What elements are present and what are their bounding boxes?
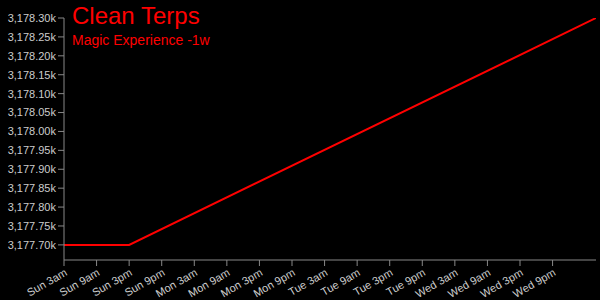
html-text:Magic Experience -1w: Magic Experience -1w bbox=[72, 32, 210, 48]
svg-text:Tue 9pm: Tue 9pm bbox=[383, 266, 428, 298]
svg-text:3,177.80k: 3,177.80k bbox=[8, 201, 56, 213]
svg-text:Tue 3pm: Tue 3pm bbox=[351, 266, 395, 298]
svg-text:Tue 9am: Tue 9am bbox=[318, 266, 362, 298]
svg-text:Mon 3pm: Mon 3pm bbox=[218, 266, 265, 300]
svg-text:3,177.70k: 3,177.70k bbox=[8, 239, 56, 251]
svg-text:3,178.30k: 3,178.30k bbox=[8, 12, 56, 24]
svg-text:Wed 3pm: Wed 3pm bbox=[478, 266, 525, 300]
svg-text:Tue 3am: Tue 3am bbox=[286, 266, 330, 298]
svg-text:3,177.85k: 3,177.85k bbox=[8, 182, 56, 194]
svg-text:Wed 9pm: Wed 9pm bbox=[511, 266, 558, 300]
svg-text:3,178.05k: 3,178.05k bbox=[8, 106, 56, 118]
svg-text:3,178.25k: 3,178.25k bbox=[8, 31, 56, 43]
svg-text:Wed 3am: Wed 3am bbox=[413, 266, 460, 300]
svg-text:Sun 3am: Sun 3am bbox=[24, 266, 69, 299]
svg-text:Sun 9am: Sun 9am bbox=[57, 266, 102, 299]
svg-text:Mon 3am: Mon 3am bbox=[153, 266, 200, 300]
svg-text:3,177.75k: 3,177.75k bbox=[8, 220, 56, 232]
svg-text:3,178.00k: 3,178.00k bbox=[8, 125, 56, 137]
svg-text:Mon 9am: Mon 9am bbox=[186, 266, 232, 300]
svg-text:Wed 9am: Wed 9am bbox=[445, 266, 493, 300]
svg-text:Mon 9pm: Mon 9pm bbox=[251, 266, 297, 300]
svg-text:3,178.20k: 3,178.20k bbox=[8, 50, 56, 62]
svg-text:3,178.15k: 3,178.15k bbox=[8, 69, 56, 81]
svg-text:Sun 3pm: Sun 3pm bbox=[89, 266, 134, 299]
svg-text:3,177.90k: 3,177.90k bbox=[8, 163, 56, 175]
svg-text:Sun 9pm: Sun 9pm bbox=[122, 266, 167, 299]
svg-text:3,178.10k: 3,178.10k bbox=[8, 88, 56, 100]
html-text:Clean Terps: Clean Terps bbox=[72, 2, 200, 29]
svg-text:3,177.95k: 3,177.95k bbox=[8, 144, 56, 156]
